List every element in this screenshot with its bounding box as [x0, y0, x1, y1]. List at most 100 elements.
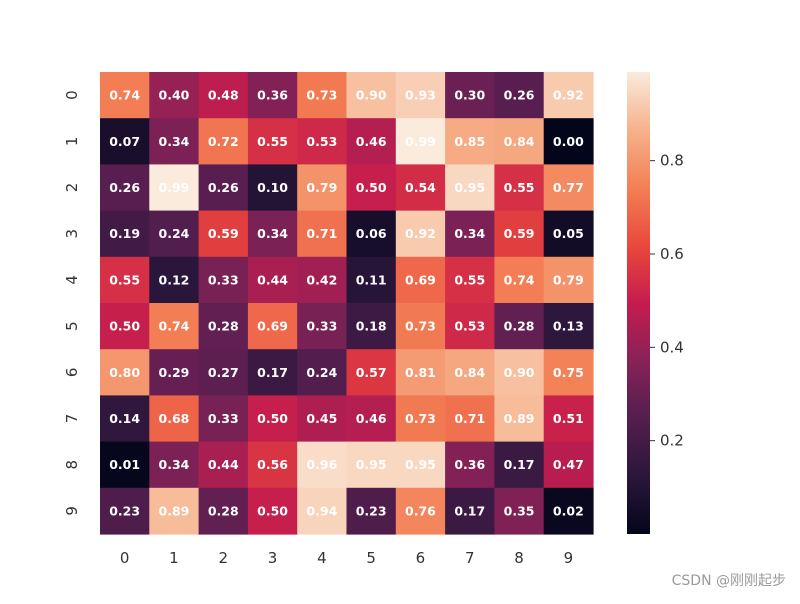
heatmap-cell: [346, 349, 397, 396]
cell-value-label: 0.85: [454, 134, 485, 149]
cell-value-label: 0.34: [257, 226, 288, 241]
y-tick-label: 0: [63, 90, 81, 100]
cell-value-label: 0.33: [208, 272, 239, 287]
cell-value-label: 0.12: [159, 272, 190, 287]
cell-value-label: 0.73: [306, 88, 337, 103]
cell-value-label: 0.69: [257, 319, 288, 334]
heatmap-cell: [445, 72, 495, 119]
cell-value-label: 0.40: [159, 88, 190, 103]
cell-value-label: 0.02: [553, 503, 584, 518]
heatmap-cell: [149, 256, 200, 304]
cell-value-label: 0.53: [306, 134, 337, 149]
cell-value-label: 0.28: [208, 503, 239, 518]
cell-value-label: 0.90: [356, 88, 387, 103]
cell-value-label: 0.23: [356, 503, 387, 518]
cell-value-label: 0.95: [405, 457, 436, 472]
heatmap-cell: [543, 118, 594, 165]
heatmap-cell: [543, 164, 594, 212]
cell-value-label: 0.26: [109, 180, 140, 195]
heatmap-cell: [247, 349, 298, 396]
heatmap-cell: [198, 395, 249, 443]
cell-value-label: 0.00: [553, 134, 584, 149]
cell-value-label: 0.69: [405, 272, 436, 287]
heatmap-cell: [445, 256, 495, 304]
x-tick-label: 9: [564, 549, 574, 567]
cell-value-label: 0.57: [356, 365, 387, 380]
cell-value-label: 0.34: [454, 226, 485, 241]
heatmap-cell: [494, 349, 545, 396]
cell-value-label: 0.80: [109, 365, 140, 380]
cell-value-label: 0.59: [504, 226, 535, 241]
x-tick-label: 3: [268, 549, 278, 567]
heatmap-cell: [247, 256, 298, 304]
heatmap-cell: [543, 303, 594, 350]
colorbar-tick-label: 0.8: [660, 152, 684, 170]
heatmap-cell: [494, 487, 545, 535]
heatmap-cell: [100, 487, 150, 535]
cell-value-label: 0.94: [306, 503, 337, 518]
y-tick-label: 2: [63, 183, 81, 193]
cell-value-label: 0.24: [306, 365, 337, 380]
cell-value-label: 0.30: [454, 88, 485, 103]
cell-value-label: 0.55: [109, 272, 140, 287]
cell-value-label: 0.56: [257, 457, 288, 472]
heatmap-cell: [346, 118, 397, 165]
heatmap-cell: [100, 395, 150, 443]
heatmap-cell: [346, 395, 397, 443]
cell-value-label: 0.95: [356, 457, 387, 472]
x-tick-label: 7: [465, 549, 475, 567]
cell-value-label: 0.45: [306, 411, 337, 426]
x-tick-label: 8: [514, 549, 524, 567]
cell-value-label: 0.54: [405, 180, 436, 195]
cell-value-label: 0.50: [257, 503, 288, 518]
heatmap-cell: [297, 118, 348, 165]
y-tick-label: 3: [63, 229, 81, 239]
cell-value-label: 0.17: [257, 365, 288, 380]
cell-value-label: 0.23: [109, 503, 140, 518]
heatmap-cell: [149, 210, 200, 258]
heatmap-cell: [247, 441, 298, 489]
heatmap-cell: [247, 487, 298, 535]
heatmap-cell: [543, 395, 594, 443]
heatmap-cell: [149, 164, 200, 212]
heatmap-cell: [198, 72, 249, 119]
cell-value-label: 0.71: [454, 411, 485, 426]
heatmap-cell: [297, 303, 348, 350]
heatmap-cell: [100, 256, 150, 304]
heatmap-cell: [198, 487, 249, 535]
cell-value-label: 0.34: [159, 457, 190, 472]
heatmap-cell: [198, 349, 249, 396]
cell-value-label: 0.99: [405, 134, 436, 149]
heatmap-cell: [346, 164, 397, 212]
heatmap-cell: [247, 72, 298, 119]
cell-value-label: 0.55: [454, 272, 485, 287]
heatmap-cell: [100, 118, 150, 165]
heatmap-cell: [297, 164, 348, 212]
cell-value-label: 0.28: [208, 319, 239, 334]
colorbar-tick-label: 0.6: [660, 245, 684, 263]
cell-value-label: 0.51: [553, 411, 584, 426]
cell-value-label: 0.81: [405, 365, 436, 380]
cell-value-label: 0.36: [454, 457, 485, 472]
heatmap-cell: [395, 72, 446, 119]
cell-value-label: 0.34: [159, 134, 190, 149]
x-tick-label: 1: [169, 549, 179, 567]
heatmap-cell: [346, 210, 397, 258]
cell-value-label: 0.92: [405, 226, 436, 241]
cell-value-label: 0.17: [454, 503, 485, 518]
cell-value-label: 0.13: [553, 319, 584, 334]
cell-value-label: 0.19: [109, 226, 140, 241]
heatmap-cell: [198, 303, 249, 350]
heatmap-cell: [445, 441, 495, 489]
heatmap-cell: [395, 210, 446, 258]
heatmap-cell: [100, 164, 150, 212]
heatmap-cell: [494, 164, 545, 212]
cell-value-label: 0.27: [208, 365, 239, 380]
cell-value-label: 0.79: [306, 180, 337, 195]
heatmap-cell: [149, 441, 200, 489]
heatmap-cell: [395, 441, 446, 489]
y-tick-label: 4: [63, 275, 81, 285]
cell-value-label: 0.74: [109, 88, 140, 103]
cell-value-label: 0.26: [208, 180, 239, 195]
